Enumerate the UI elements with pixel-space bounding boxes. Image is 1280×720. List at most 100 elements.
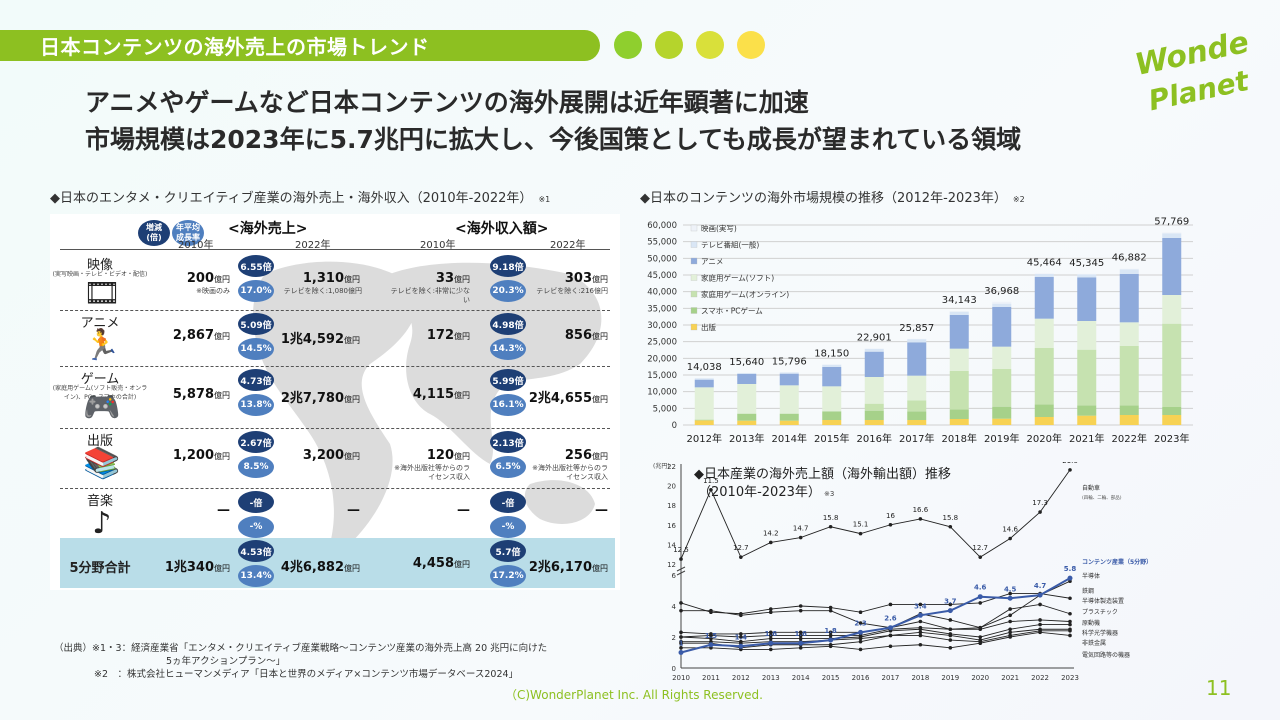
x-tick-label: 2015年: [814, 432, 849, 445]
bar-chart-title: ◆日本のコンテンツの海外市場規模の推移（2012年-2023年）: [640, 191, 1007, 206]
data-point: [1038, 602, 1042, 607]
data-point: [828, 637, 834, 643]
headline-line1: アニメやゲームなど日本コンテンツの海外展開は近年顕著に加速: [85, 88, 809, 117]
x-tick-label: 2018年: [942, 432, 977, 445]
total-data-label: 18,150: [814, 349, 849, 360]
data-label: 2.3: [854, 619, 867, 627]
data-point: [858, 647, 863, 652]
y-tick-label: 20,000: [647, 354, 677, 364]
dot-1: [614, 31, 642, 59]
data-point: [828, 605, 833, 610]
bar-segment-5: [1119, 269, 1139, 274]
sales-growth-rate: -%: [238, 516, 274, 538]
data-point: [948, 633, 953, 638]
sales-2022: 2兆7,780億円: [280, 391, 360, 406]
row-divider: [60, 488, 610, 489]
total-label: 5分野合計: [69, 561, 131, 576]
bar-segment-1: [949, 409, 969, 419]
data-point: [738, 643, 744, 649]
data-point: [798, 636, 803, 641]
slide-title-bar: 日本コンテンツの海外売上の市場トレンド: [0, 30, 600, 61]
line-series-5: [680, 619, 1071, 638]
data-point: [1008, 613, 1012, 618]
bar-segment-3: [779, 385, 799, 414]
bar-segment-0: [694, 420, 714, 425]
legend-swatch: [690, 307, 698, 314]
sales-growth-rate: 8.5%: [238, 456, 274, 478]
income-2010: 33億円: [435, 271, 470, 286]
sales-2022: 3,200億円: [302, 448, 360, 463]
x-tick-label: 2016: [852, 674, 870, 682]
category-name: 出版: [86, 434, 113, 449]
data-label: 1.6: [794, 630, 807, 638]
x-tick-label: 2021年: [1069, 432, 1104, 445]
legend-label: 映画(実写): [701, 223, 737, 233]
line-chart-title: ◆日本産業の海外売上額（海外輸出額）推移: [694, 466, 951, 482]
sales-2010: 5,878億円: [172, 387, 230, 402]
income-2010: 120億円: [426, 448, 470, 463]
total-data-label: 57,769: [1154, 216, 1189, 227]
income-multiplier: 5.99倍: [490, 369, 526, 391]
y-tick-label: 12: [667, 561, 676, 569]
data-label: 3.7: [944, 598, 957, 606]
bar-segment-4: [1034, 277, 1054, 319]
total-data-label: 34,143: [942, 295, 977, 306]
bar-segment-4: [992, 307, 1012, 347]
category-subtitle: (家庭用ゲーム(ソフト販売・オンライン)、PC、スマホの合計): [52, 385, 148, 401]
data-point: [917, 612, 923, 618]
sales-multiplier: 6.55倍: [238, 255, 274, 277]
bar-segment-0: [907, 420, 927, 425]
bar-segment-1: [1119, 405, 1139, 415]
y-tick-label: 20: [667, 483, 676, 491]
anime-runners-icon: 🏃: [83, 328, 121, 363]
y-tick-label: 45,000: [647, 271, 677, 281]
legend-label: スマホ・PCゲーム: [701, 307, 763, 316]
data-point: [828, 608, 833, 613]
line-series-7: [681, 628, 1070, 644]
table-section-title: ◆日本のエンタメ・クリエイティブ産業の海外売上・海外収入（2010年-2022年…: [50, 191, 533, 206]
bar-segment-3: [992, 346, 1012, 369]
data-label: 17.3: [1032, 499, 1048, 507]
bar-segment-4: [1077, 277, 1097, 321]
bar-segment-3: [864, 377, 884, 404]
data-point: [948, 602, 953, 607]
y-tick-label: 50,000: [647, 254, 677, 264]
income-growth-rate: -%: [490, 516, 526, 538]
legend-swatch: [690, 257, 698, 265]
data-label: 1.6: [765, 630, 778, 638]
row-divider: [60, 428, 610, 429]
total-data-label: 15,640: [729, 357, 764, 368]
bar-segment-2: [1077, 349, 1097, 406]
y-tick-label: 0: [672, 421, 677, 431]
data-point: [1038, 618, 1042, 622]
income-2022-note: ※海外出版社等からのライセンス収入: [532, 464, 608, 481]
sales-growth-rate: 13.8%: [238, 394, 274, 416]
total-data-label: 25,857: [899, 323, 934, 334]
data-label: 1: [679, 640, 684, 648]
bar-segment-0: [737, 420, 757, 425]
series-label: 半導体製造装置: [1082, 597, 1124, 605]
income-growth-rate: 6.5%: [490, 456, 526, 478]
data-point: [1038, 510, 1042, 514]
series-label: プラスチック: [1082, 609, 1118, 616]
source1-cont: 5ヵ年アクションプラン～」: [166, 656, 286, 667]
x-tick-label: 2014年: [772, 432, 807, 445]
data-point: [1038, 622, 1042, 627]
data-label: 15.1: [853, 521, 869, 529]
data-point: [708, 642, 714, 648]
bar-segment-4: [694, 379, 714, 388]
headline-line2: 市場規模は2023年に5.7兆円に拡大し、今後国策としても成長が望まれている領域: [85, 125, 1022, 154]
total-income-2010: 4,458億円: [412, 556, 470, 571]
data-point: [977, 594, 983, 600]
income-multiplier: 2.13倍: [490, 431, 526, 453]
slide-title: 日本コンテンツの海外売上の市場トレンド: [40, 35, 430, 59]
bar-segment-2: [907, 400, 927, 412]
data-point: [679, 557, 683, 561]
data-label: 14.7: [793, 525, 809, 533]
y-tick-label: 6: [672, 572, 677, 580]
bar-segment-0: [1077, 415, 1097, 425]
sales-2010-note: ※映画のみ: [196, 287, 230, 295]
legend-swatch: [690, 224, 698, 232]
bar-segment-4: [949, 315, 969, 349]
badge-multiplier-header: 増減 (倍): [138, 220, 170, 246]
